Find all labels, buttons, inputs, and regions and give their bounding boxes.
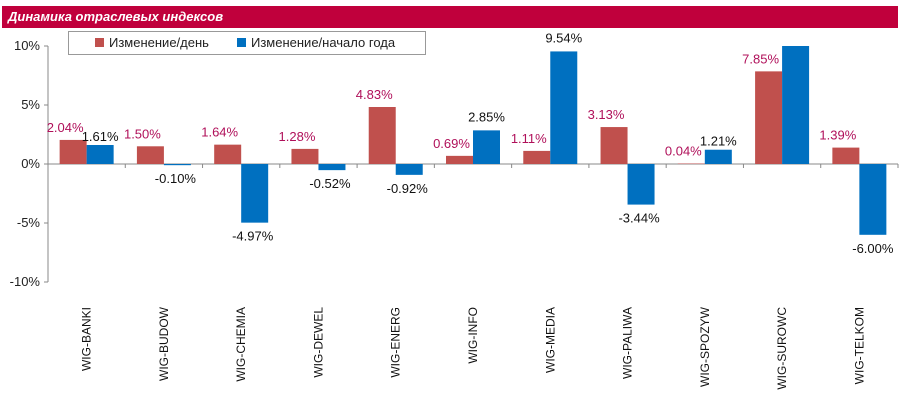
legend-label-day: Изменение/день [109, 35, 209, 50]
x-category-label: WIG-CHEMIA [234, 307, 248, 382]
bar-day [368, 107, 396, 164]
legend-swatch-day [95, 38, 104, 47]
x-category-label: WIG-SUROWC [775, 307, 789, 390]
bar-day [832, 147, 860, 164]
bar-day [600, 127, 628, 164]
legend-swatch-year [237, 38, 246, 47]
data-label-year: -0.52% [309, 176, 351, 191]
y-tick-label: 0% [21, 156, 40, 171]
bar-year [318, 164, 346, 171]
bar-year [473, 130, 500, 164]
data-label-year: -6.00% [852, 241, 894, 256]
bar-year [395, 164, 423, 175]
data-label-day: 2.04% [47, 120, 84, 135]
data-label-day: 4.83% [356, 87, 393, 102]
x-category-label: WIG-ENERG [389, 307, 403, 378]
data-label-day: 0.69% [433, 136, 470, 151]
data-label-year: 2.85% [468, 109, 505, 124]
data-label-year: -0.10% [155, 171, 197, 186]
bar-day [59, 139, 87, 164]
y-tick-label: -5% [17, 215, 41, 230]
bar-day [446, 155, 473, 164]
bar-year [627, 164, 655, 205]
bar-year [163, 164, 191, 166]
data-label-year: -4.97% [232, 229, 274, 244]
legend-item-day: Изменение/день [95, 35, 209, 50]
x-category-label: WIG-SPOZYW [698, 306, 712, 387]
bar-day [291, 148, 319, 164]
bar-year [241, 164, 269, 223]
legend-label-year: Изменение/начало года [251, 35, 396, 50]
x-category-label: WIG-TELKOM [852, 307, 866, 384]
chart-title: Динамика отраслевых индексов [8, 9, 224, 24]
data-label-year: -0.92% [387, 181, 429, 196]
data-label-year: 9.54% [545, 30, 582, 45]
data-label-day: 1.64% [201, 125, 238, 140]
data-label-day: 7.85% [742, 51, 779, 66]
data-label-day: 1.39% [819, 128, 856, 143]
bar-year [550, 51, 578, 164]
data-label-day: 1.11% [511, 131, 547, 146]
bar-year [86, 145, 114, 164]
data-label-day: 1.50% [124, 126, 161, 141]
data-label-day: 3.13% [588, 107, 625, 122]
bar-year [782, 46, 810, 164]
bar-day [677, 163, 705, 165]
legend-item-year: Изменение/начало года [237, 35, 395, 50]
x-category-label: WIG-MEDIA [543, 307, 557, 373]
chart-title-bar: Динамика отраслевых индексов [2, 6, 898, 28]
x-category-label: WIG-DEWEL [311, 307, 325, 378]
bar-year [859, 164, 887, 235]
bar-day [755, 71, 783, 164]
data-label-year: -3.44% [618, 211, 660, 226]
data-label-year: 1.21% [700, 134, 737, 149]
bar-year [704, 149, 732, 164]
y-tick-label: 5% [21, 97, 40, 112]
bar-day [214, 144, 242, 164]
chart-legend: Изменение/день Изменение/начало года [68, 31, 426, 55]
y-tick-label: -10% [10, 274, 41, 289]
x-category-label: WIG-BUDOW [157, 306, 171, 381]
data-label-day: 0.04% [665, 144, 702, 159]
bar-day [136, 146, 164, 164]
data-label-year: 1.61% [82, 129, 119, 144]
x-category-label: WIG-INFO [466, 307, 480, 364]
bar-day [523, 150, 551, 164]
data-label-day: 1.28% [279, 129, 316, 144]
x-category-label: WIG-PALIWA [621, 307, 635, 379]
y-tick-label: 10% [14, 38, 40, 53]
x-category-label: WIG-BANKI [80, 307, 94, 371]
